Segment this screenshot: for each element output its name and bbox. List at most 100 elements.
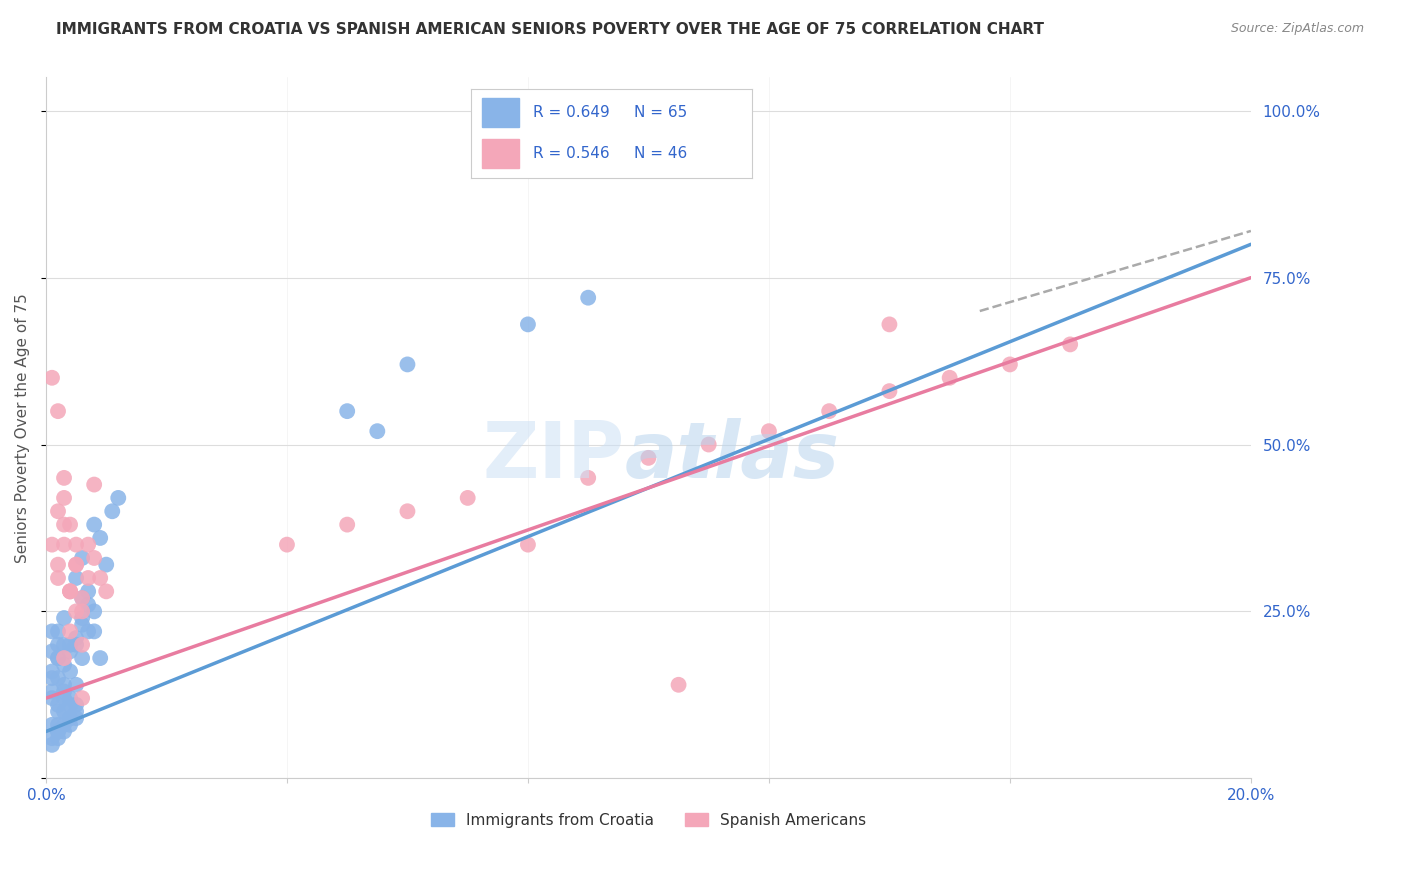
Point <box>70 551 93 566</box>
Bar <box>482 139 519 168</box>
Point <box>53 691 76 706</box>
Point <box>46 731 69 746</box>
Point <box>70 617 93 632</box>
Point <box>53 491 76 505</box>
Point <box>65 571 87 585</box>
Point <box>65 698 87 712</box>
Point <box>41 538 63 552</box>
Point <box>41 691 63 706</box>
Point <box>77 624 100 639</box>
Point <box>46 651 69 665</box>
Point <box>53 657 76 672</box>
Point <box>59 584 82 599</box>
Point <box>576 471 599 485</box>
Point <box>336 404 359 418</box>
Point <box>336 517 359 532</box>
Point <box>59 711 82 725</box>
Point <box>41 731 63 746</box>
Point <box>59 698 82 712</box>
Point <box>366 424 388 438</box>
Point <box>59 584 82 599</box>
Point <box>59 691 82 706</box>
Point <box>70 591 93 605</box>
Point <box>70 591 93 605</box>
Point <box>89 531 111 545</box>
Point <box>53 651 76 665</box>
Point <box>59 644 82 658</box>
Point <box>53 718 76 732</box>
Text: atlas: atlas <box>624 417 839 494</box>
Point <box>65 631 87 645</box>
Point <box>46 718 69 732</box>
Point <box>46 558 69 572</box>
Point <box>516 538 538 552</box>
Point <box>59 624 82 639</box>
Point <box>53 724 76 739</box>
Point <box>65 538 87 552</box>
Point <box>59 711 82 725</box>
Point <box>83 477 105 491</box>
Point <box>96 584 118 599</box>
Point <box>70 604 93 618</box>
Point <box>41 671 63 685</box>
Point <box>53 638 76 652</box>
Bar <box>482 98 519 127</box>
Point <box>637 450 659 465</box>
Point <box>70 611 93 625</box>
Point <box>70 691 93 706</box>
Point <box>70 638 93 652</box>
Point <box>77 538 100 552</box>
Text: IMMIGRANTS FROM CROATIA VS SPANISH AMERICAN SENIORS POVERTY OVER THE AGE OF 75 C: IMMIGRANTS FROM CROATIA VS SPANISH AMERI… <box>56 22 1045 37</box>
Point <box>516 318 538 332</box>
Point <box>83 551 105 566</box>
Point <box>41 718 63 732</box>
Point <box>65 558 87 572</box>
Point <box>41 684 63 698</box>
Point <box>70 651 93 665</box>
Point <box>65 638 87 652</box>
Point <box>83 624 105 639</box>
Point <box>41 665 63 679</box>
Point <box>46 698 69 712</box>
Point <box>41 624 63 639</box>
Point <box>59 584 82 599</box>
Point <box>53 471 76 485</box>
Point <box>1059 337 1081 351</box>
Legend: Immigrants from Croatia, Spanish Americans: Immigrants from Croatia, Spanish America… <box>425 806 872 834</box>
Point <box>46 651 69 665</box>
Point <box>53 684 76 698</box>
Point <box>697 437 720 451</box>
Point <box>396 358 419 372</box>
Point <box>46 571 69 585</box>
Point <box>276 538 298 552</box>
Point <box>65 558 87 572</box>
Point <box>46 705 69 719</box>
Point <box>758 424 780 438</box>
Point <box>107 491 129 505</box>
Point <box>46 724 69 739</box>
Point <box>41 371 63 385</box>
Text: N = 65: N = 65 <box>634 105 688 120</box>
Point <box>396 504 419 518</box>
Text: Source: ZipAtlas.com: Source: ZipAtlas.com <box>1230 22 1364 36</box>
Point <box>998 358 1021 372</box>
Point <box>41 738 63 752</box>
Text: ZIP: ZIP <box>482 417 624 494</box>
Point <box>59 638 82 652</box>
Text: R = 0.546: R = 0.546 <box>533 146 609 161</box>
Point <box>101 504 124 518</box>
Point <box>77 598 100 612</box>
Point <box>53 705 76 719</box>
Point <box>46 404 69 418</box>
Point <box>879 384 901 398</box>
Point <box>818 404 841 418</box>
Point <box>83 604 105 618</box>
Point <box>668 678 690 692</box>
Point <box>938 371 960 385</box>
Point <box>96 558 118 572</box>
Point <box>65 711 87 725</box>
Point <box>46 671 69 685</box>
Point <box>53 611 76 625</box>
Text: R = 0.649: R = 0.649 <box>533 105 610 120</box>
Text: N = 46: N = 46 <box>634 146 688 161</box>
